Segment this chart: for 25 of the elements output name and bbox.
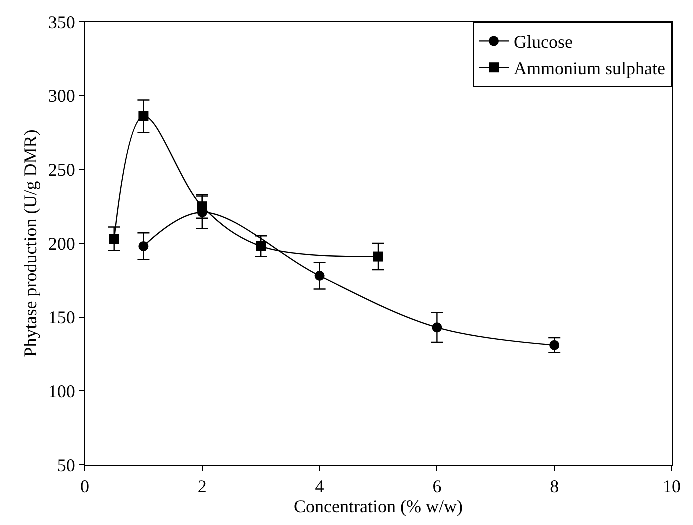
point [197,202,208,212]
legend-label: Glucose [514,32,573,52]
x-tick-label: 2 [198,476,207,497]
y-tick-label: 250 [48,160,76,180]
point [374,252,384,262]
y-tick-label: 200 [48,234,76,254]
y-tick-label: 50 [57,455,76,476]
x-tick-label: 8 [550,476,560,497]
point [138,112,149,122]
point [109,234,120,244]
y-tick-label: 350 [48,12,76,32]
x-axis-title: Concentration (% w/w) [294,496,463,517]
y-tick-label: 300 [48,86,76,106]
point [432,322,442,333]
x-tick-label: 10 [663,476,681,497]
legend-label: Ammonium sulphate [514,58,666,79]
x-tick-label: 0 [80,476,90,497]
x-tick-label: 6 [432,476,442,497]
point [314,270,325,281]
y-tick-label: 150 [48,308,76,328]
point [138,241,149,252]
point [256,241,266,252]
y-axis-title: Phytase production (U/g DMR) [20,130,41,358]
x-tick-label: 4 [315,476,324,497]
y-tick-label: 100 [48,381,76,402]
